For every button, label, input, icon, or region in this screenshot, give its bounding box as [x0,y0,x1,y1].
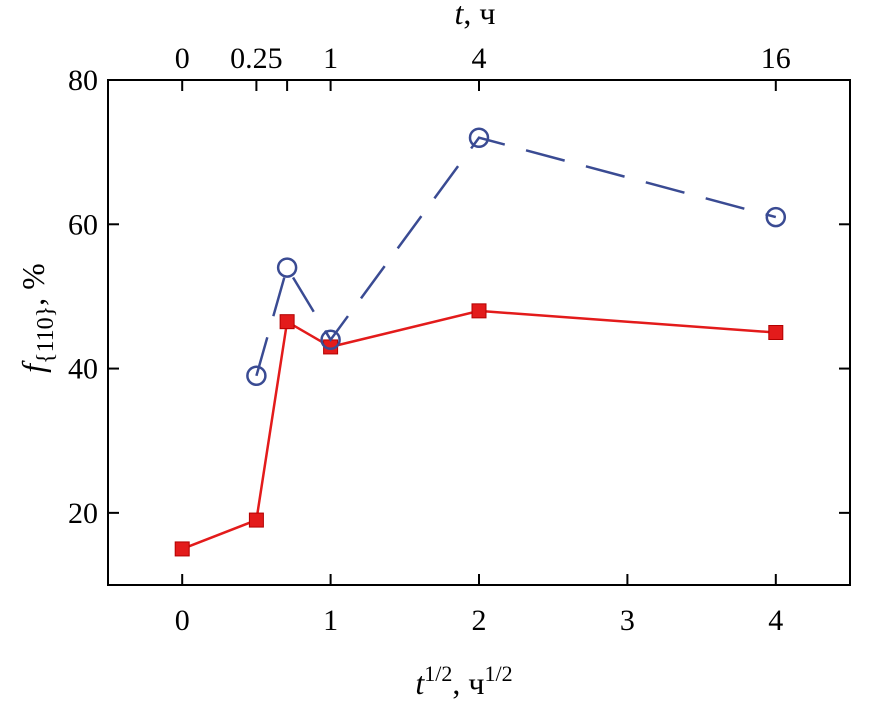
y-axis-label: f{110}, % [15,263,59,373]
y-axis-label-sub: {110} [33,306,59,364]
data-point-circle [765,206,787,228]
top-axis-label-base: t [455,0,465,31]
x-tick-label: 2 [472,604,487,637]
x-tick-label: 0 [175,604,190,637]
top-tick-label: 0 [175,42,190,75]
series-line-1 [181,309,776,551]
data-point-circle [320,329,341,350]
series-layer [174,127,787,557]
x-tick-label: 3 [620,604,635,637]
top-tick-label: 1 [323,42,338,75]
x-axis-label-sup: 1/2 [424,661,452,686]
series-line-2 [255,136,777,377]
y-axis-label-unit: , % [15,263,51,306]
top-axis-label: t, ч [455,0,496,31]
axis-ticks: 0 1 2 3 4 20 40 60 80 0 0.25 1 4 16 [68,42,850,637]
top-tick-label: 16 [761,42,791,75]
x-tick-label: 1 [323,604,338,637]
data-point-square [768,325,784,340]
x-axis-label-unit-sup: 1/2 [484,661,512,686]
plot-frame [107,79,851,586]
data-point-circle [276,257,298,278]
data-point-circle [246,365,267,387]
data-point-circle [468,127,490,148]
y-tick-label: 80 [68,64,98,97]
data-point-square [174,541,190,557]
top-tick-label: 4 [472,42,487,75]
x-axis-label-base: t [415,665,425,701]
data-point-square [279,314,295,330]
data-point-square [248,512,264,528]
top-tick-label: 0.25 [230,42,283,75]
y-tick-label: 40 [68,353,98,386]
top-axis-label-unit: , ч [463,0,495,31]
x-tick-label: 4 [768,604,783,637]
y-tick-label: 60 [68,208,98,241]
y-tick-label: 20 [68,497,98,530]
data-point-square [471,303,487,319]
x-axis-label-unit: , ч [452,665,484,701]
x-axis-label: t1/2, ч1/2 [415,661,512,701]
